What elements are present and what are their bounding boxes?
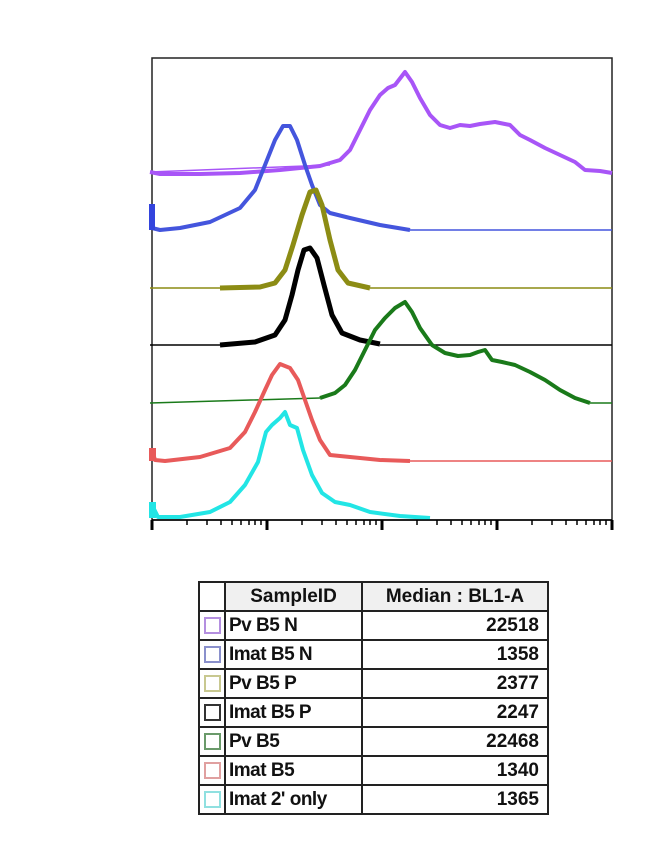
legend-swatch-icon	[203, 733, 221, 751]
x-axis	[150, 519, 614, 530]
legend-sample-name: Pv B5	[224, 726, 363, 757]
legend-median-value: 2377	[361, 668, 549, 699]
legend-row: Pv B5 22468	[198, 726, 549, 757]
series-imat-b5-p	[219, 245, 381, 348]
legend-sample-name: Imat B5 N	[224, 639, 363, 670]
legend-header-median: Median : BL1-A	[361, 581, 549, 612]
series-pv-b5-p	[219, 187, 371, 291]
legend-header-swatch	[198, 581, 226, 612]
legend-swatch-icon	[203, 791, 221, 809]
legend-median-value: 1358	[361, 639, 549, 670]
legend-swatch-icon	[203, 675, 221, 693]
legend-row: Imat 2' only 1365	[198, 784, 549, 815]
legend-row: Imat B5 1340	[198, 755, 549, 786]
legend-sample-name: Pv B5 N	[224, 610, 363, 641]
legend-row: Pv B5 P 2377	[198, 668, 549, 699]
legend-row: Imat B5 N 1358	[198, 639, 549, 670]
legend-sample-name: Imat B5 P	[224, 697, 363, 728]
histogram-overlay-plot	[149, 57, 614, 530]
series-pv-b5	[319, 300, 591, 405]
series-pv-b5-n	[149, 70, 613, 176]
legend-header-row: SampleID Median : BL1-A	[198, 581, 549, 612]
legend-swatch-icon	[203, 762, 221, 780]
legend-median-value: 1340	[361, 755, 549, 786]
legend-median-value: 1365	[361, 784, 549, 815]
legend-sample-name: Pv B5 P	[224, 668, 363, 699]
legend-median-value: 22468	[361, 726, 549, 757]
legend-swatch-icon	[203, 646, 221, 664]
legend-swatch-icon	[203, 704, 221, 722]
legend-sample-name: Imat 2' only	[224, 784, 363, 815]
legend-median-value: 2247	[361, 697, 549, 728]
series-imat-b5	[150, 362, 411, 463]
legend-sample-name: Imat B5	[224, 755, 363, 786]
legend-swatch-icon	[203, 617, 221, 635]
legend-row: Pv B5 N 22518	[198, 610, 549, 641]
legend-header-sample: SampleID	[224, 581, 363, 612]
legend-table: SampleID Median : BL1-A Pv B5 N 22518 Im…	[198, 581, 549, 815]
series-imat-2-only	[150, 410, 431, 520]
legend-row: Imat B5 P 2247	[198, 697, 549, 728]
legend-median-value: 22518	[361, 610, 549, 641]
series-imat-b5-n	[150, 124, 411, 232]
